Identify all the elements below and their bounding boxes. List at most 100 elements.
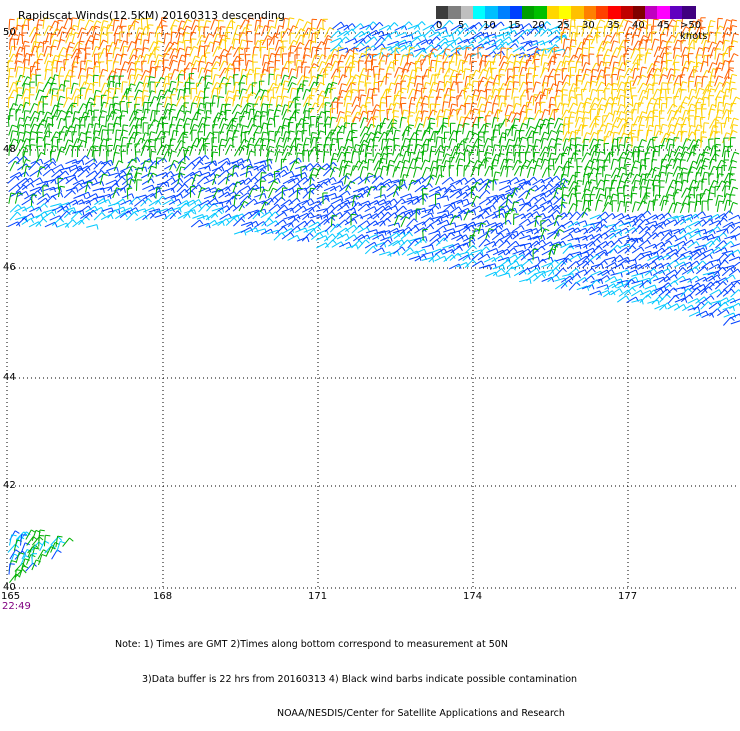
wind-barb-flag [25,84,30,85]
wind-barb [226,218,234,226]
wind-barb [142,133,145,144]
wind-barb-flag [26,166,31,167]
wind-barb [50,151,51,162]
wind-barb-flag [496,172,501,173]
wind-barb-flag [61,40,66,42]
wind-barb-flag [185,88,190,89]
wind-barb [150,110,152,121]
wind-barb [29,54,30,65]
wind-barb [358,221,367,227]
wind-barb-flag [84,194,86,199]
wind-barb [30,145,31,156]
wind-barb [127,103,128,114]
wind-barb-flag [368,111,373,112]
wind-barb [135,97,136,108]
wind-barb [373,67,374,78]
wind-barb-flag [439,151,444,152]
wind-barb-flag [451,177,454,181]
wind-barb-flag [250,171,252,176]
wind-barb [206,42,211,52]
wind-barb-flag [119,209,120,214]
wind-barb-flag [143,91,148,92]
wind-barb-flag [300,42,304,45]
wind-barb [59,211,66,219]
wind-barb-flag [255,177,258,181]
wind-barb [486,90,487,101]
wind-barb [149,119,154,129]
wind-barb-flag [115,123,120,124]
wind-barb-flag [473,245,476,249]
wind-barb [479,159,484,169]
wind-barb-flag [137,173,142,174]
wind-barb-flag [403,206,406,210]
wind-barb-flag [375,207,377,212]
wind-barb-flag [61,67,66,68]
wind-barb-flag [418,84,423,85]
wind-barb-flag [55,179,56,184]
wind-barb [220,27,221,38]
wind-barb-flag [179,199,181,203]
wind-barb-flag [60,187,61,192]
wind-barb-flag [255,132,260,133]
wind-barb-flag [408,55,413,56]
wind-barb-flag [412,35,413,40]
wind-barb-flag [356,145,361,147]
wind-barb-flag [409,22,412,26]
wind-barb-flag [426,237,427,242]
wind-barb [87,146,91,156]
wind-barb [171,117,173,128]
wind-barb [192,175,196,185]
wind-barb-flag [209,166,210,171]
wind-barb [29,27,34,37]
wind-barb [442,139,443,150]
wind-barb [94,161,102,169]
wind-barb-flag [18,67,23,68]
wind-barb-flag [452,139,457,141]
wind-barb-flag [164,158,167,162]
wind-barb-flag [137,132,142,133]
wind-barb-flag [172,32,177,33]
wind-barb [393,116,394,127]
wind-barb [141,173,151,178]
wind-barb [24,46,25,57]
wind-barb [184,151,185,162]
wind-barb [457,235,466,241]
wind-barb-flag [409,125,414,126]
wind-barb-flag [467,145,472,147]
wind-barb-flag [499,69,504,70]
wind-barb-flag [465,178,468,182]
wind-barb-flag [88,185,91,189]
wind-barb-flag [289,102,294,103]
wind-barb-flag [151,132,156,133]
wind-barb-flag [269,218,272,222]
wind-barb-flag [205,155,208,159]
wind-barb [541,221,542,232]
wind-barb-flag [558,138,563,140]
wind-barb-flag [394,199,397,203]
wind-barb [52,165,62,171]
wind-barb-flag [261,173,266,174]
wind-barb-flag [438,116,443,117]
wind-barb-flag [17,157,20,161]
wind-barb [540,68,545,78]
wind-barb-flag [137,49,142,50]
wind-barb-flag [124,41,129,43]
wind-barb-flag [396,167,401,168]
wind-barb [212,68,213,79]
wind-barb-flag [185,33,190,34]
wind-barb-flag [103,130,108,131]
wind-barb-flag [557,222,559,227]
wind-barb-flag [405,75,410,77]
wind-barb-flag [88,182,93,183]
wind-barb-flag [131,69,136,70]
wind-barb [171,69,175,79]
wind-barb-flag [81,76,86,77]
wind-barb [260,116,261,127]
wind-barb-flag [353,130,358,131]
wind-barb-flag [208,82,213,84]
wind-barb-flag [172,26,177,27]
wind-barb [268,90,269,101]
wind-barb-flag [269,131,274,132]
wind-barb [94,212,102,220]
wind-barb-flag [285,119,290,120]
